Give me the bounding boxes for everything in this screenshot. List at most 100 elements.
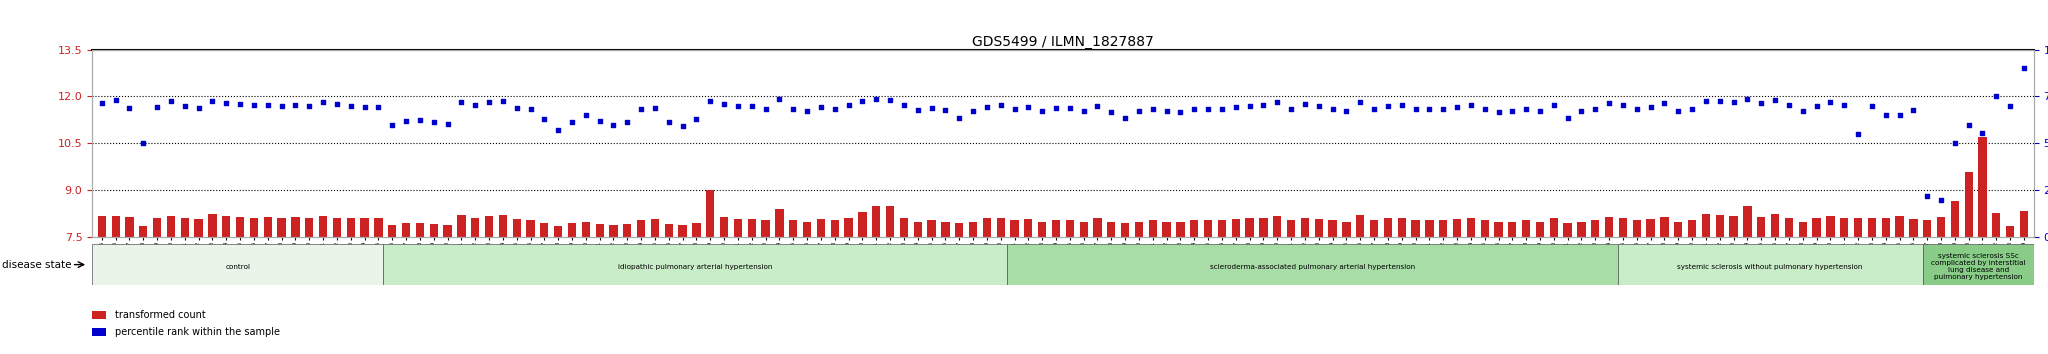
Bar bbox=[1673, 222, 1681, 237]
Bar bbox=[1149, 220, 1157, 237]
Bar bbox=[1757, 217, 1765, 237]
Point bbox=[1384, 102, 1417, 108]
Bar bbox=[1300, 218, 1309, 237]
Point bbox=[1219, 104, 1251, 110]
Point bbox=[127, 141, 160, 146]
Point bbox=[266, 103, 299, 109]
Bar bbox=[111, 216, 121, 237]
Bar bbox=[1647, 219, 1655, 237]
Bar bbox=[1923, 244, 2034, 285]
Point bbox=[1040, 105, 1073, 110]
Bar bbox=[610, 225, 618, 237]
Bar bbox=[858, 212, 866, 237]
Bar bbox=[1466, 218, 1475, 237]
Bar bbox=[457, 215, 465, 237]
Point bbox=[1745, 100, 1778, 106]
Point bbox=[1274, 106, 1307, 112]
Point bbox=[1579, 106, 1612, 112]
Bar bbox=[1397, 218, 1405, 237]
Point bbox=[1262, 99, 1294, 105]
Bar bbox=[471, 218, 479, 237]
Point bbox=[362, 104, 395, 110]
Bar bbox=[383, 244, 1008, 285]
Point bbox=[1716, 99, 1749, 105]
Bar bbox=[98, 216, 106, 237]
Bar bbox=[623, 224, 631, 237]
Point bbox=[1800, 103, 1833, 109]
Point bbox=[1026, 108, 1059, 113]
Bar bbox=[305, 218, 313, 237]
Point bbox=[487, 98, 520, 104]
Bar bbox=[844, 218, 852, 237]
Bar bbox=[1577, 222, 1585, 237]
Bar bbox=[1882, 218, 1890, 237]
Point bbox=[805, 104, 838, 110]
Bar bbox=[1729, 216, 1739, 237]
Bar bbox=[913, 222, 922, 237]
Bar bbox=[762, 220, 770, 237]
Point bbox=[1303, 103, 1335, 109]
Bar bbox=[637, 220, 645, 237]
Point bbox=[168, 103, 201, 109]
Point bbox=[1192, 106, 1225, 112]
Point bbox=[1067, 108, 1100, 113]
Point bbox=[598, 122, 631, 127]
Bar bbox=[1274, 216, 1282, 237]
Point bbox=[971, 104, 1004, 110]
Bar bbox=[1522, 220, 1530, 237]
Point bbox=[1772, 102, 1804, 108]
Point bbox=[985, 102, 1018, 108]
Bar bbox=[1135, 222, 1143, 237]
Point bbox=[1122, 108, 1155, 113]
Bar bbox=[1812, 218, 1821, 237]
Bar bbox=[678, 225, 686, 237]
Point bbox=[1081, 103, 1114, 109]
Bar bbox=[1784, 218, 1794, 237]
Bar bbox=[430, 224, 438, 237]
Bar bbox=[1260, 218, 1268, 237]
Bar bbox=[1245, 218, 1253, 237]
Bar bbox=[92, 244, 383, 285]
Point bbox=[98, 97, 131, 103]
Bar bbox=[1495, 222, 1503, 237]
Bar bbox=[872, 206, 881, 237]
Point bbox=[1593, 100, 1626, 106]
Point bbox=[709, 101, 741, 107]
Point bbox=[1137, 106, 1169, 112]
Point bbox=[348, 104, 381, 110]
Bar bbox=[1053, 220, 1061, 237]
Point bbox=[86, 100, 119, 106]
Bar bbox=[401, 223, 410, 237]
Point bbox=[377, 122, 410, 127]
Bar bbox=[954, 223, 963, 237]
Bar bbox=[748, 219, 756, 237]
Point bbox=[1870, 112, 1903, 118]
Point bbox=[113, 105, 145, 110]
Point bbox=[1661, 108, 1694, 113]
Bar bbox=[416, 223, 424, 237]
Bar bbox=[1370, 220, 1378, 237]
Bar bbox=[346, 218, 354, 237]
Bar bbox=[1950, 201, 1960, 237]
Bar bbox=[1425, 220, 1434, 237]
Point bbox=[1939, 141, 1972, 146]
Point bbox=[1329, 108, 1362, 113]
Point bbox=[182, 105, 215, 110]
Bar bbox=[1536, 222, 1544, 237]
Point bbox=[1178, 106, 1210, 112]
Bar bbox=[582, 222, 590, 237]
Point bbox=[1704, 98, 1737, 104]
Point bbox=[1565, 108, 1597, 113]
Bar bbox=[1798, 222, 1806, 237]
Point bbox=[1827, 102, 1860, 108]
Point bbox=[1343, 99, 1376, 105]
Point bbox=[1538, 102, 1571, 108]
Point bbox=[1413, 106, 1446, 112]
Point bbox=[653, 119, 686, 125]
Point bbox=[2007, 65, 2040, 71]
Bar bbox=[733, 219, 741, 237]
Bar bbox=[125, 217, 133, 237]
Point bbox=[238, 102, 270, 108]
Point bbox=[1524, 108, 1556, 113]
Point bbox=[459, 102, 492, 108]
